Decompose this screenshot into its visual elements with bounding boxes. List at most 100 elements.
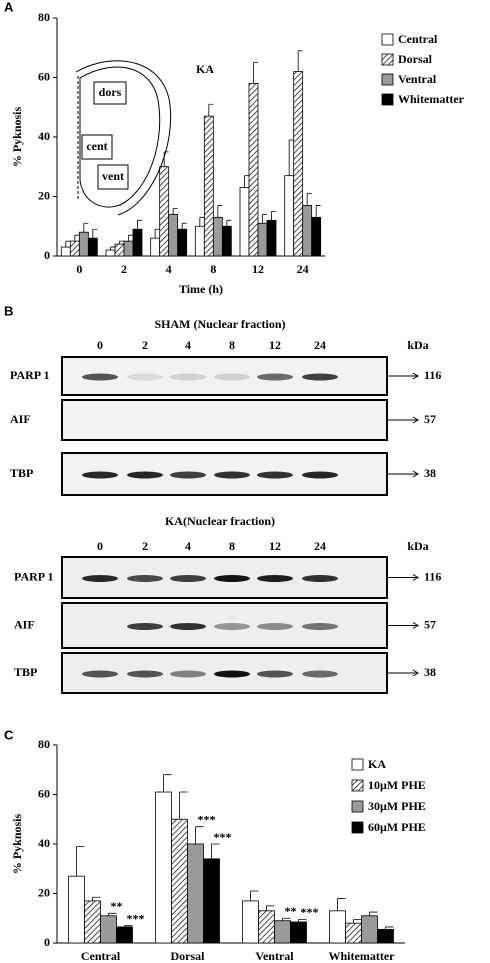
band <box>257 575 293 582</box>
inset-label: vent <box>102 169 124 183</box>
y-tick-label: 60 <box>38 69 50 83</box>
band <box>214 623 250 630</box>
y-tick-label: 60 <box>38 786 50 800</box>
error-bar <box>288 139 294 176</box>
error-bar <box>154 228 160 239</box>
legend-swatch <box>381 53 394 66</box>
bar <box>114 243 125 257</box>
error-bar <box>163 151 169 167</box>
error-bar <box>83 222 89 233</box>
bar <box>239 187 250 257</box>
band <box>302 623 338 630</box>
band <box>214 471 250 479</box>
unit-label: kDa <box>407 539 428 553</box>
bar <box>221 225 232 257</box>
error-bar <box>217 205 223 218</box>
x-tick-label: Dorsal <box>171 949 206 963</box>
bar <box>177 228 188 257</box>
bar <box>377 928 394 944</box>
lane-label: 12 <box>269 539 281 553</box>
bar <box>150 237 161 257</box>
x-tick-label: 12 <box>252 262 264 276</box>
legend-swatch <box>351 779 364 792</box>
error-bar <box>137 219 142 230</box>
chart-title: KA <box>196 62 214 76</box>
row-label: PARP 1 <box>10 368 49 382</box>
legend-label: Whitematter <box>398 92 465 106</box>
bar <box>187 843 204 944</box>
marker-label: 57 <box>424 412 436 426</box>
inset-diagram <box>75 60 172 216</box>
x-tick-label: 4 <box>166 262 172 276</box>
band <box>302 373 338 381</box>
band <box>257 471 293 479</box>
legend-label: 10μM PHE <box>368 778 426 792</box>
error-bar <box>172 208 178 215</box>
panel-label: C <box>4 727 14 742</box>
band <box>170 575 206 582</box>
band <box>170 670 206 678</box>
error-bar <box>262 213 267 224</box>
bar <box>123 240 134 257</box>
bar <box>171 818 188 944</box>
marker-label: 116 <box>424 569 441 583</box>
row-label: PARP 1 <box>14 569 53 583</box>
lane-label: 2 <box>142 539 148 553</box>
band <box>302 575 338 582</box>
error-bar <box>208 103 214 117</box>
x-tick-label: 0 <box>76 262 82 276</box>
band <box>302 670 338 678</box>
error-bar <box>74 234 80 242</box>
bar <box>329 910 346 944</box>
bar <box>248 83 259 257</box>
lane-label: 2 <box>142 338 148 352</box>
error-bar <box>253 62 258 84</box>
blot-box <box>61 399 388 441</box>
error-bar <box>179 791 188 820</box>
bar <box>60 246 71 257</box>
significance: *** <box>198 812 216 826</box>
band <box>170 373 206 381</box>
y-tick-label: 0 <box>44 248 50 262</box>
bar <box>302 205 313 257</box>
error-bar <box>65 240 71 248</box>
error-bar <box>92 228 98 239</box>
bar <box>87 237 98 257</box>
inset-label: dors <box>99 85 122 99</box>
error-bar <box>298 919 307 922</box>
inset-label: cent <box>86 139 107 153</box>
error-bar <box>163 774 172 793</box>
lane-label: 12 <box>269 338 281 352</box>
panel-label: B <box>4 303 13 318</box>
band <box>214 373 250 381</box>
y-tick-label: 80 <box>38 10 50 24</box>
significance: *** <box>214 830 232 844</box>
x-tick-label: Ventral <box>255 949 294 963</box>
x-tick-label: 2 <box>121 262 127 276</box>
bar <box>105 249 116 257</box>
legend-swatch <box>351 821 364 834</box>
bar <box>159 166 170 257</box>
error-bar <box>92 896 101 901</box>
legend-label: Ventral <box>398 72 437 86</box>
legend-label: Central <box>398 32 438 46</box>
row-label: AIF <box>10 412 31 426</box>
error-bar <box>195 826 204 844</box>
band <box>170 623 206 630</box>
y-tick-label: 80 <box>38 737 50 751</box>
error-bar <box>250 890 259 901</box>
bar <box>258 910 275 944</box>
bar <box>132 228 143 257</box>
band <box>82 373 118 381</box>
y-axis-label: % Pyknosis <box>10 106 24 167</box>
y-tick-label: 40 <box>38 129 50 143</box>
unit-label: kDa <box>407 338 428 352</box>
bar <box>212 216 223 257</box>
marker-arrow <box>387 372 419 380</box>
y-tick-label: 20 <box>38 885 50 899</box>
x-tick-label: 8 <box>210 262 216 276</box>
marker-arrow <box>387 574 419 581</box>
marker-arrow <box>387 416 419 424</box>
error-bar <box>181 222 187 230</box>
